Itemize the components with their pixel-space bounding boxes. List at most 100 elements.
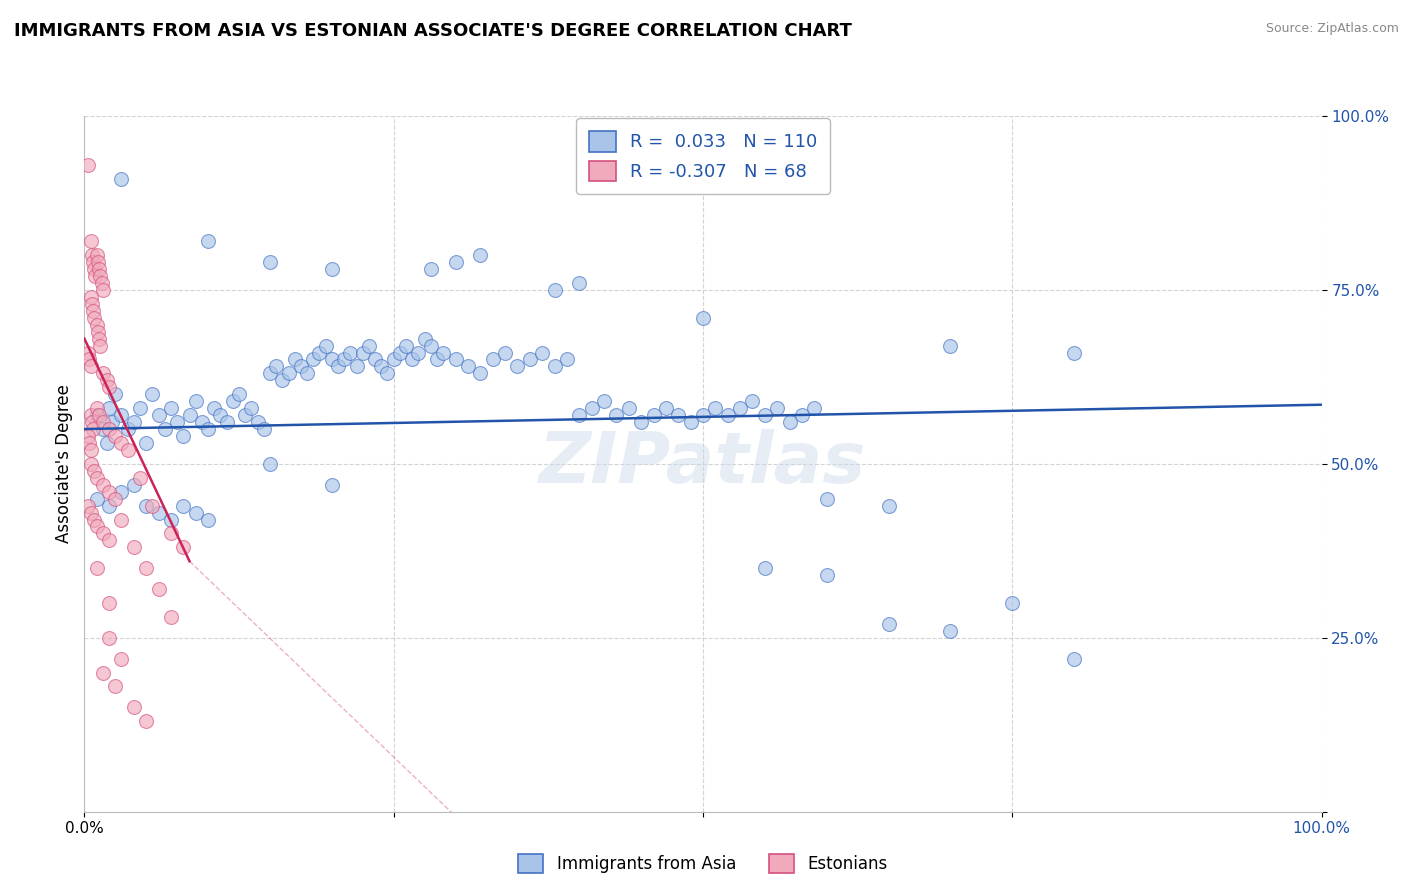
Point xyxy=(302,352,325,367)
Point xyxy=(160,610,183,624)
Point xyxy=(581,401,603,416)
Point xyxy=(803,401,825,416)
Point xyxy=(333,352,356,367)
Point xyxy=(290,359,312,374)
Point xyxy=(98,631,121,645)
Point xyxy=(277,367,299,381)
Point xyxy=(617,401,640,416)
Point xyxy=(160,526,183,541)
Point xyxy=(1001,596,1024,610)
Point xyxy=(90,276,112,290)
Point xyxy=(110,408,132,422)
Point xyxy=(666,408,689,422)
Point xyxy=(704,401,727,416)
Point xyxy=(172,429,194,443)
Point xyxy=(568,408,591,422)
Point xyxy=(357,338,380,352)
Point xyxy=(79,506,101,520)
Point xyxy=(295,367,318,381)
Point xyxy=(426,352,449,367)
Point xyxy=(630,415,652,429)
Point xyxy=(77,345,100,359)
Point xyxy=(104,680,127,694)
Point xyxy=(605,408,627,422)
Point xyxy=(543,283,565,297)
Point xyxy=(228,387,250,401)
Point xyxy=(364,352,387,367)
Y-axis label: Associate's Degree: Associate's Degree xyxy=(55,384,73,543)
Point xyxy=(135,499,157,513)
Point xyxy=(89,332,111,346)
Point xyxy=(184,506,207,520)
Point xyxy=(754,561,776,575)
Point xyxy=(321,477,343,491)
Point xyxy=(370,359,392,374)
Point xyxy=(80,415,103,429)
Point xyxy=(122,415,145,429)
Point xyxy=(83,262,105,277)
Point xyxy=(141,499,163,513)
Point xyxy=(382,352,405,367)
Point xyxy=(141,387,163,401)
Point xyxy=(82,255,104,269)
Point xyxy=(259,255,281,269)
Point xyxy=(172,541,194,555)
Point xyxy=(470,367,492,381)
Point xyxy=(82,303,104,318)
Point xyxy=(408,345,430,359)
Point xyxy=(104,491,127,506)
Point xyxy=(87,325,110,339)
Point xyxy=(79,436,101,450)
Point xyxy=(197,512,219,526)
Point xyxy=(191,415,214,429)
Point xyxy=(96,436,118,450)
Point xyxy=(321,352,343,367)
Point xyxy=(264,359,287,374)
Point xyxy=(79,442,101,457)
Point xyxy=(135,561,157,575)
Point xyxy=(86,471,108,485)
Point xyxy=(91,422,114,436)
Point xyxy=(86,408,108,422)
Point xyxy=(939,624,962,638)
Point xyxy=(326,359,349,374)
Point xyxy=(89,268,111,283)
Point xyxy=(122,477,145,491)
Point xyxy=(98,380,121,394)
Point xyxy=(79,352,101,367)
Point xyxy=(98,533,121,548)
Point xyxy=(184,394,207,409)
Point xyxy=(96,373,118,387)
Point xyxy=(790,408,813,422)
Text: ZIPatlas: ZIPatlas xyxy=(540,429,866,499)
Point xyxy=(83,464,105,478)
Point xyxy=(1063,345,1085,359)
Point xyxy=(148,582,170,596)
Point xyxy=(98,422,121,436)
Point xyxy=(815,568,838,582)
Point xyxy=(91,283,114,297)
Point xyxy=(321,262,343,277)
Point xyxy=(122,700,145,714)
Point xyxy=(481,352,503,367)
Point xyxy=(84,268,107,283)
Point xyxy=(129,471,152,485)
Point xyxy=(79,408,101,422)
Point xyxy=(315,338,337,352)
Point xyxy=(117,422,139,436)
Point xyxy=(779,415,801,429)
Point xyxy=(89,262,111,277)
Point xyxy=(79,290,101,304)
Point xyxy=(148,408,170,422)
Point xyxy=(401,352,423,367)
Point xyxy=(377,367,399,381)
Point xyxy=(172,499,194,513)
Point xyxy=(160,401,183,416)
Point xyxy=(643,408,665,422)
Point xyxy=(79,234,101,248)
Point xyxy=(253,422,276,436)
Point xyxy=(77,499,100,513)
Point xyxy=(135,436,157,450)
Point xyxy=(432,345,454,359)
Point xyxy=(135,714,157,729)
